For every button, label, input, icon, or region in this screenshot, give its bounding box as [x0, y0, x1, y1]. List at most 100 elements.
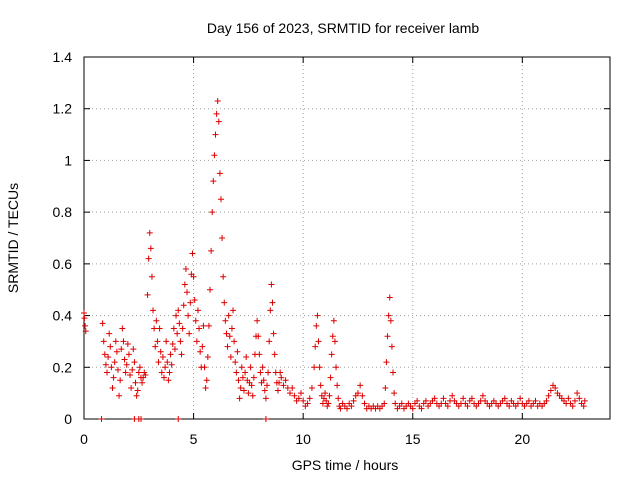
data-point: [287, 390, 294, 397]
data-point: [327, 374, 334, 381]
data-point: [479, 392, 486, 399]
data-point: [361, 400, 368, 407]
data-point: [214, 97, 221, 104]
data-point: [122, 369, 129, 376]
data-point: [239, 374, 246, 381]
data-point: [163, 338, 170, 345]
data-point: [248, 382, 255, 389]
y-axis-label: SRMTID / TECUs: [5, 183, 21, 293]
y-tick-label: 0.8: [53, 204, 73, 220]
data-point: [223, 330, 230, 337]
data-point: [569, 403, 576, 410]
data-point: [247, 364, 254, 371]
data-point: [209, 209, 216, 216]
data-point: [144, 291, 151, 298]
data-point: [166, 369, 173, 376]
data-point: [186, 330, 193, 337]
data-point: [131, 359, 138, 366]
data-point: [385, 312, 392, 319]
data-point: [182, 266, 189, 273]
chart-title: Day 156 of 2023, SRMTID for receiver lam…: [207, 20, 480, 36]
data-point: [517, 395, 524, 402]
data-point: [159, 353, 166, 360]
data-point: [225, 312, 232, 319]
y-tick-label: 0: [64, 411, 72, 427]
data-point: [257, 369, 264, 376]
data-point: [250, 374, 257, 381]
data-point: [150, 307, 157, 314]
data-point: [102, 361, 109, 368]
data-point: [306, 395, 313, 402]
data-point: [208, 247, 215, 254]
data-point: [145, 255, 152, 262]
data-point: [278, 374, 285, 381]
data-point: [181, 281, 188, 288]
data-point: [179, 325, 186, 332]
data-point: [82, 322, 89, 329]
data-point: [109, 384, 116, 391]
data-point: [525, 397, 532, 404]
data-point: [506, 403, 513, 410]
data-point: [175, 307, 182, 314]
data-point: [227, 353, 234, 360]
y-tick-label: 1.4: [53, 49, 73, 65]
x-axis-label: GPS time / hours: [292, 457, 399, 473]
data-point: [319, 400, 326, 407]
data-point: [297, 390, 304, 397]
data-point: [119, 325, 126, 332]
data-point: [167, 351, 174, 358]
x-tick-label: 15: [405, 431, 421, 447]
data-point: [173, 312, 180, 319]
data-point: [240, 387, 247, 394]
data-point: [357, 382, 364, 389]
data-point: [328, 351, 335, 358]
data-point: [133, 392, 140, 399]
data-point: [314, 312, 321, 319]
data-point: [264, 382, 271, 389]
data-point: [576, 395, 583, 402]
data-point: [197, 348, 204, 355]
data-point: [224, 343, 231, 350]
data-point: [312, 343, 319, 350]
data-point: [82, 328, 89, 335]
data-point: [100, 338, 107, 345]
data-point: [268, 281, 275, 288]
data-point: [330, 317, 337, 324]
data-point: [431, 395, 438, 402]
data-point: [139, 379, 146, 386]
data-point: [460, 395, 467, 402]
data-point: [124, 341, 131, 348]
data-point: [325, 400, 332, 407]
data-point: [409, 405, 416, 412]
data-point: [256, 351, 263, 358]
data-point: [271, 351, 278, 358]
data-point: [210, 178, 217, 185]
data-point: [168, 361, 175, 368]
data-point: [151, 325, 158, 332]
data-point: [383, 359, 390, 366]
data-point: [501, 395, 508, 402]
data-point: [165, 377, 172, 384]
data-point: [236, 395, 243, 402]
data-point: [304, 400, 311, 407]
data-point: [315, 338, 322, 345]
data-point: [574, 390, 581, 397]
data-point: [326, 392, 333, 399]
data-point: [440, 395, 447, 402]
data-point: [175, 416, 182, 422]
data-point: [422, 397, 429, 404]
data-point: [226, 333, 233, 340]
data-point: [113, 348, 120, 355]
data-point: [196, 325, 203, 332]
data-point: [444, 403, 451, 410]
data-point: [127, 372, 134, 379]
data-point: [344, 405, 350, 412]
data-point: [277, 369, 284, 376]
data-point: [120, 338, 127, 345]
data-point: [322, 390, 329, 397]
data-point: [262, 416, 269, 422]
data-point: [414, 397, 421, 404]
data-point: [189, 250, 196, 257]
data-point: [274, 387, 281, 394]
data-point: [117, 377, 124, 384]
